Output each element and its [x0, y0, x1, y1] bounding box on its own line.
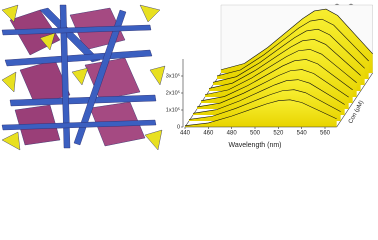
- graphical-abstract: H N O O 44046048050052054056001x10⁵2x10⁵…: [1, 3, 373, 151]
- spectrum-line: [196, 69, 349, 108]
- spectrum-line: [200, 59, 353, 102]
- spectra-chart: 440 460 480 500 520 540 560 0 1x10⁵ 2x10⁵ 3x10⁵: [166, 4, 373, 137]
- x-tick-label: 480: [227, 131, 238, 137]
- x-tick-label: 440: [180, 131, 191, 137]
- spectrum-line: [212, 28, 365, 83]
- spectrum-line: [216, 18, 369, 77]
- x-tick-label: 460: [203, 131, 214, 137]
- depth-axis-title: Con (μM): [348, 100, 365, 125]
- spectrum-line: [208, 39, 361, 89]
- spectrum-line: [188, 89, 341, 120]
- x-axis-title: Wavelength (nm): [228, 142, 281, 149]
- x-tick-label: 560: [320, 131, 331, 137]
- y-tick-label: 0: [177, 124, 180, 130]
- spectrum-area: [185, 99, 337, 127]
- spectrum-line: [220, 8, 373, 71]
- x-tick-label: 520: [273, 131, 284, 137]
- depth-axis: [336, 72, 373, 128]
- spectrum-line: [192, 79, 345, 114]
- spectrum-line: [184, 99, 337, 126]
- y-tick-label: 3x10⁵: [166, 72, 180, 79]
- y-tick-label: 1x10⁵: [166, 106, 180, 113]
- crystal-structure: [1, 4, 166, 151]
- x-tick-label: 500: [250, 131, 261, 137]
- spectrum-line: [204, 49, 357, 95]
- y-tick-label: 2x10⁵: [166, 89, 180, 96]
- x-tick-label: 540: [297, 131, 308, 137]
